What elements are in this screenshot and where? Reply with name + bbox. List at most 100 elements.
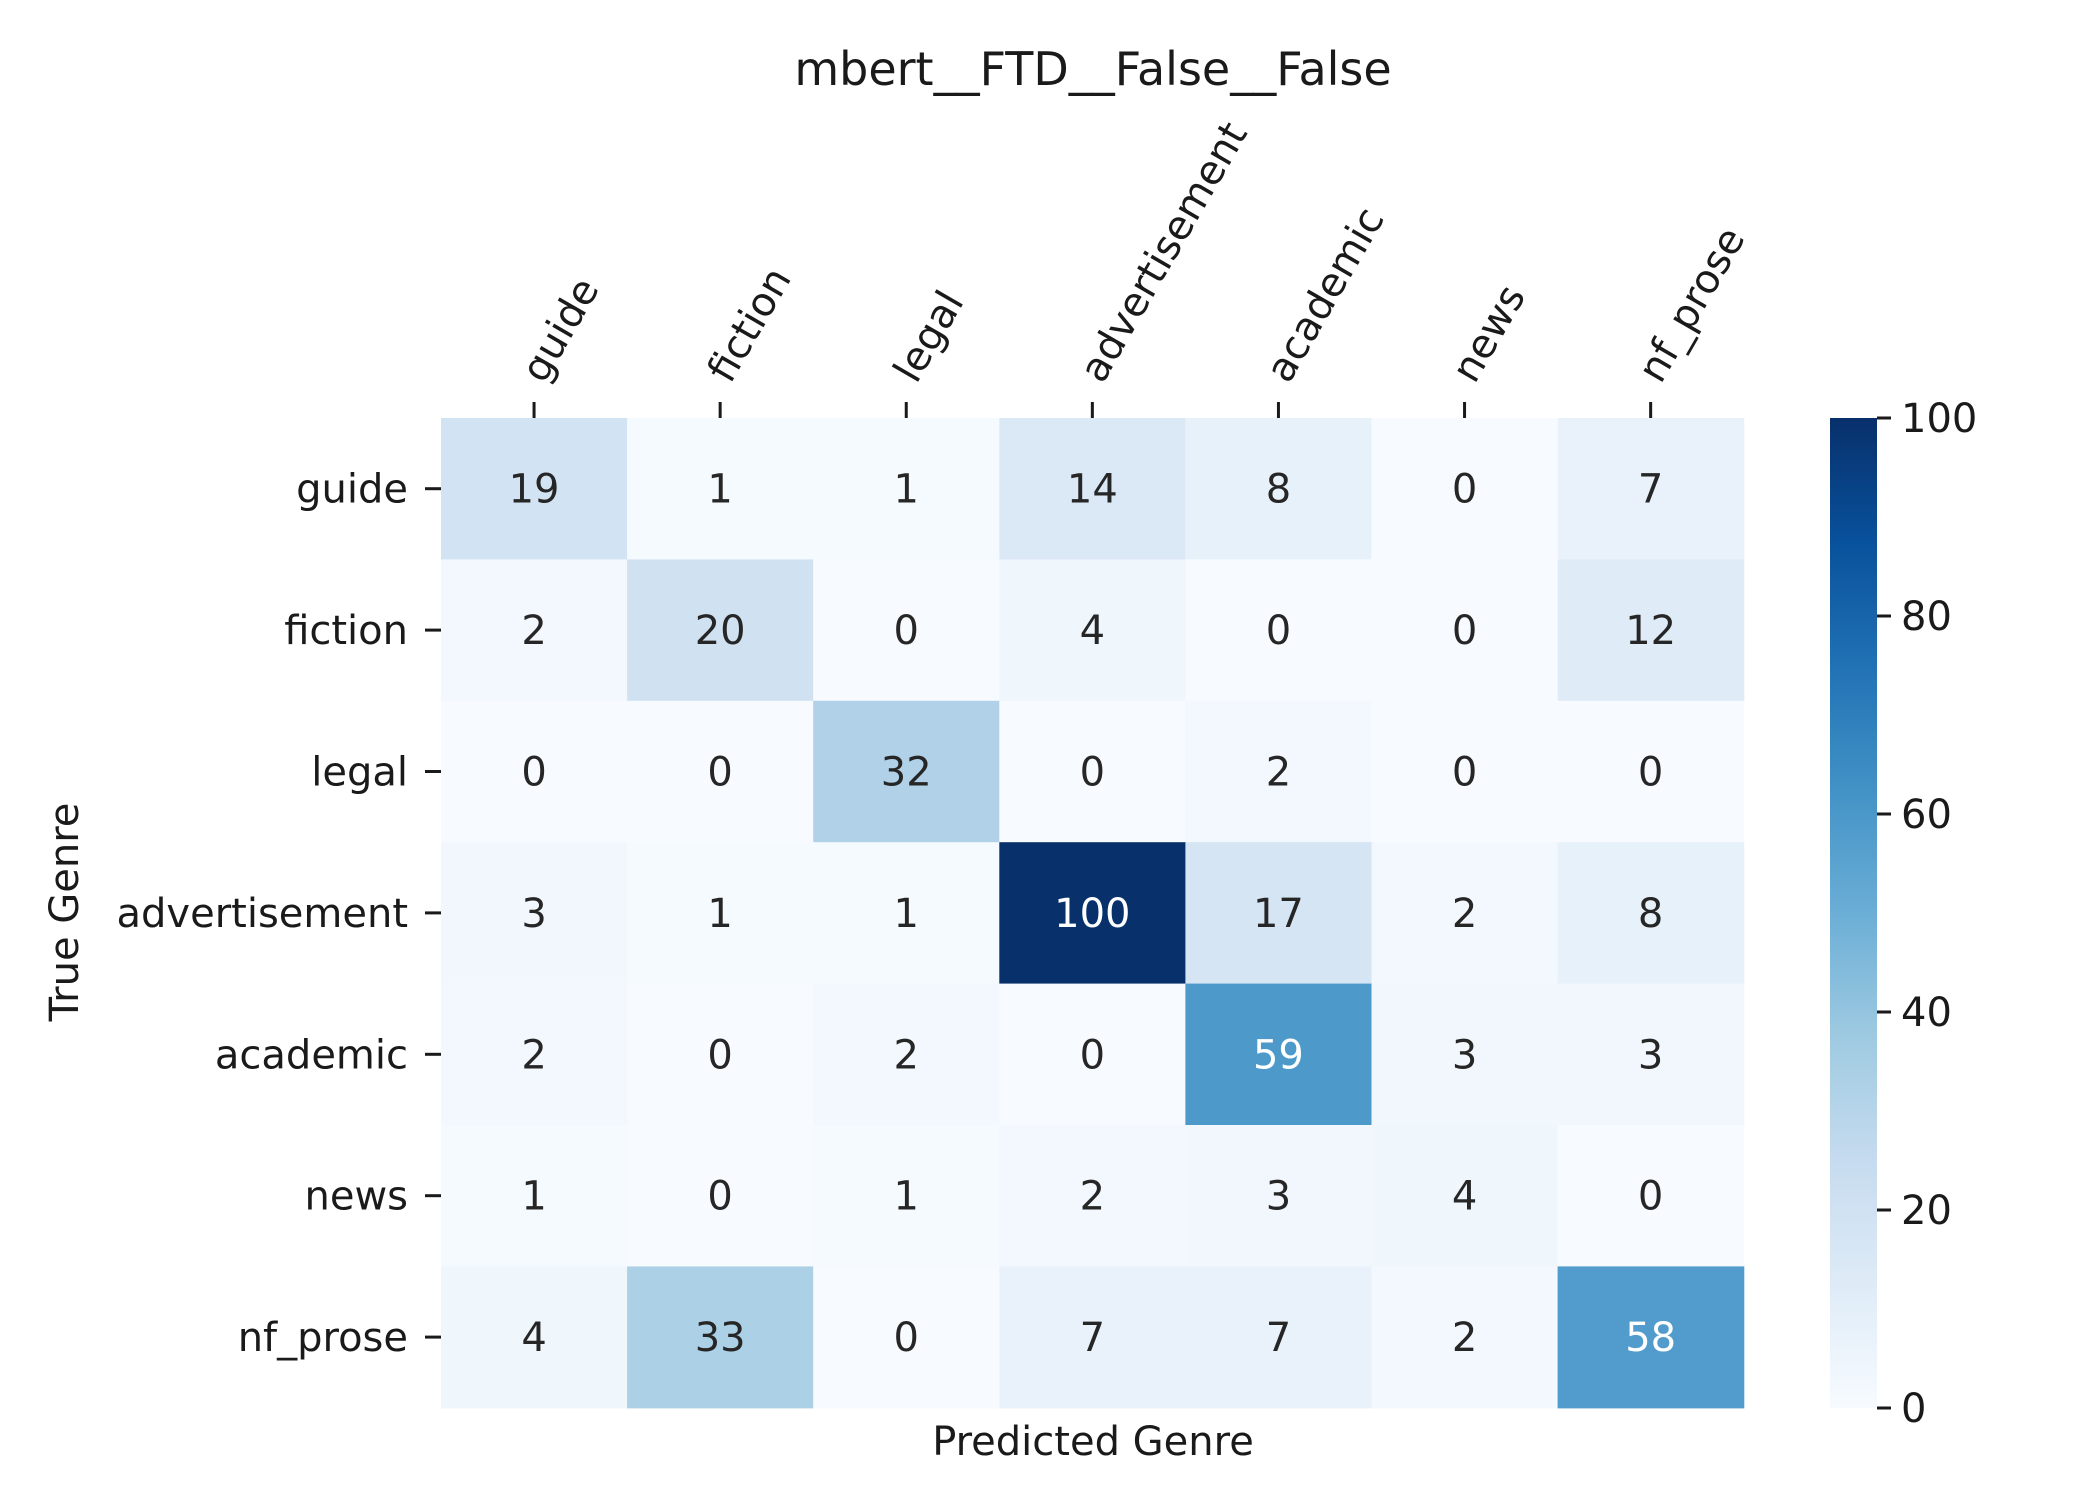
cell-value-label: 2 xyxy=(1452,891,1477,937)
heatmap-cell-legal-guide xyxy=(441,700,628,843)
cell-value-label: 1 xyxy=(894,891,919,937)
cell-value-label: 0 xyxy=(707,750,732,796)
y-tick-label-guide: guide xyxy=(296,467,408,513)
cell-value-label: 7 xyxy=(1080,1315,1105,1361)
heatmap-cell-academic-legal xyxy=(813,983,1000,1126)
heatmap-cell-academic-academic xyxy=(1185,983,1373,1126)
cell-value-label: 20 xyxy=(695,608,746,654)
heatmap-cell-legal-fiction xyxy=(627,700,814,843)
heatmap-cell-news-fiction xyxy=(627,1125,814,1267)
heatmap-cell-advertisement-nf_prose xyxy=(1557,842,1745,985)
heatmap-cell-academic-advertisement xyxy=(999,983,1186,1126)
cell-value-label: 0 xyxy=(894,608,919,654)
heatmap-cell-nf_prose-advertisement xyxy=(999,1266,1186,1409)
cell-value-label: 0 xyxy=(707,1032,732,1078)
heatmap-cell-fiction-guide xyxy=(441,559,628,702)
colorbar-tick-label: 80 xyxy=(1901,594,1952,640)
cell-value-label: 12 xyxy=(1625,608,1676,654)
y-tick-label-academic: academic xyxy=(215,1032,408,1078)
cell-value-label: 17 xyxy=(1253,891,1304,937)
heatmap-cell-nf_prose-news xyxy=(1371,1266,1559,1409)
heatmap-cell-academic-nf_prose xyxy=(1557,983,1745,1126)
x-axis-label: Predicted Genre xyxy=(932,1419,1254,1465)
chart-title: mbert__FTD__False__False xyxy=(794,42,1391,96)
y-axis-label: True Genre xyxy=(42,803,88,1023)
y-axis-ticks: guide fiction legal advertisement academic ne… xyxy=(117,467,441,1361)
heatmap-cells xyxy=(441,418,1745,1409)
heatmap-cell-advertisement-advertisement xyxy=(999,842,1186,985)
cell-value-label: 0 xyxy=(894,1315,919,1361)
cell-value-label: 0 xyxy=(521,750,546,796)
cell-value-label: 3 xyxy=(1452,1032,1477,1078)
heatmap-cell-guide-fiction xyxy=(627,418,814,560)
heatmap-cell-news-guide xyxy=(441,1125,628,1267)
cell-value-label: 2 xyxy=(1266,750,1291,796)
colorbar-tick-label: 0 xyxy=(1901,1386,1926,1432)
colorbar-tick-label: 60 xyxy=(1901,792,1952,838)
cell-value-label: 32 xyxy=(881,750,932,796)
heatmap-cell-fiction-fiction xyxy=(627,559,814,702)
heatmap-cell-fiction-legal xyxy=(813,559,1000,702)
heatmap-cell-nf_prose-nf_prose xyxy=(1557,1266,1745,1409)
heatmap-cell-news-academic xyxy=(1185,1125,1373,1267)
heatmap-cell-legal-nf_prose xyxy=(1557,700,1745,843)
cell-value-label: 4 xyxy=(1452,1174,1477,1220)
y-tick-label-advertisement: advertisement xyxy=(117,891,408,937)
cell-value-label: 33 xyxy=(695,1315,746,1361)
heatmap-cell-advertisement-academic xyxy=(1185,842,1373,985)
heatmap-cell-legal-legal xyxy=(813,700,1000,843)
y-tick-label-news: news xyxy=(304,1174,408,1220)
cell-value-label: 4 xyxy=(521,1315,546,1361)
cell-value-label: 0 xyxy=(1452,467,1477,513)
cell-value-label: 19 xyxy=(509,467,560,513)
cell-value-label: 8 xyxy=(1266,467,1291,513)
cell-value-label: 0 xyxy=(1638,1174,1663,1220)
y-tick-label-fiction: fiction xyxy=(284,608,408,654)
cell-value-label: 2 xyxy=(521,608,546,654)
cell-value-label: 7 xyxy=(1266,1315,1291,1361)
heatmap-cell-fiction-nf_prose xyxy=(1557,559,1745,702)
colorbar-tick-label: 20 xyxy=(1901,1188,1952,1234)
heatmap-cell-fiction-advertisement xyxy=(999,559,1186,702)
x-tick-label-academic: academic xyxy=(1257,200,1393,390)
cell-value-label: 3 xyxy=(1638,1032,1663,1078)
cell-value-label: 0 xyxy=(1080,1032,1105,1078)
x-tick-label-news: news xyxy=(1443,277,1535,390)
y-tick-label-legal: legal xyxy=(311,750,408,796)
heatmap-cell-nf_prose-fiction xyxy=(627,1266,814,1409)
cell-value-label: 7 xyxy=(1638,467,1663,513)
heatmap-cell-nf_prose-legal xyxy=(813,1266,1000,1409)
cell-value-label: 1 xyxy=(521,1174,546,1220)
heatmap-cell-guide-nf_prose xyxy=(1557,418,1745,560)
heatmap-cell-guide-advertisement xyxy=(999,418,1186,560)
cell-value-label: 0 xyxy=(1080,750,1105,796)
heatmap-cell-legal-academic xyxy=(1185,700,1373,843)
x-tick-label-advertisement: advertisement xyxy=(1071,115,1257,390)
x-tick-label-nf_prose: nf_prose xyxy=(1629,220,1754,390)
x-tick-label-legal: legal xyxy=(885,283,973,390)
heatmap-cell-legal-news xyxy=(1371,700,1559,843)
x-axis-ticks: guide fiction legal advertisement academic ne… xyxy=(513,115,1754,418)
colorbar-tick-label: 100 xyxy=(1901,396,1977,442)
cell-value-label: 1 xyxy=(707,467,732,513)
cell-value-label: 0 xyxy=(1638,750,1663,796)
cell-value-label: 8 xyxy=(1638,891,1663,937)
cell-value-label: 3 xyxy=(1266,1174,1291,1220)
cell-value-label: 2 xyxy=(521,1032,546,1078)
cell-value-label: 58 xyxy=(1625,1315,1676,1361)
cell-value-label: 0 xyxy=(1452,750,1477,796)
cell-value-label: 1 xyxy=(894,1174,919,1220)
heatmap-cell-news-legal xyxy=(813,1125,1000,1267)
y-tick-label-nf_prose: nf_prose xyxy=(238,1315,408,1361)
colorbar-tick-label: 40 xyxy=(1901,990,1952,1036)
heatmap-cell-advertisement-news xyxy=(1371,842,1559,985)
cell-value-label: 3 xyxy=(521,891,546,937)
cell-value-label: 1 xyxy=(707,891,732,937)
heatmap-cell-guide-legal xyxy=(813,418,1000,560)
colorbar-gradient xyxy=(1830,418,1877,1408)
heatmap-cell-guide-news xyxy=(1371,418,1559,560)
cell-value-label: 0 xyxy=(1452,608,1477,654)
heatmap-cell-advertisement-legal xyxy=(813,842,1000,985)
heatmap-cell-academic-fiction xyxy=(627,983,814,1126)
